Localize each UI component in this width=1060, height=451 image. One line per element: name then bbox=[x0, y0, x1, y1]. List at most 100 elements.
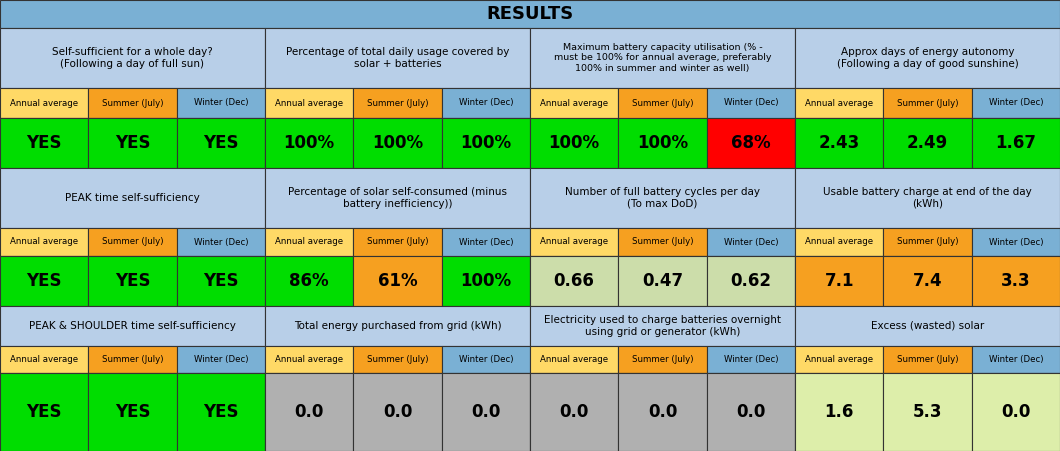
Bar bbox=[88, 228, 177, 256]
Bar bbox=[353, 373, 442, 451]
Text: RESULTS: RESULTS bbox=[487, 5, 573, 23]
Bar bbox=[265, 373, 530, 451]
Text: Winter (Dec): Winter (Dec) bbox=[989, 98, 1043, 107]
Bar bbox=[88, 346, 177, 373]
Bar bbox=[618, 88, 707, 118]
Bar bbox=[618, 118, 707, 168]
Bar bbox=[972, 228, 1060, 256]
Bar bbox=[707, 256, 795, 306]
Bar bbox=[265, 118, 353, 168]
Bar bbox=[265, 373, 353, 451]
Text: 2.43: 2.43 bbox=[818, 134, 860, 152]
Text: Winter (Dec): Winter (Dec) bbox=[459, 355, 513, 364]
Text: 5.3: 5.3 bbox=[913, 403, 942, 421]
Text: YES: YES bbox=[114, 134, 151, 152]
Bar bbox=[972, 118, 1060, 168]
Bar bbox=[707, 88, 795, 118]
Bar bbox=[707, 373, 795, 451]
Text: Self-sufficient for a whole day?
(Following a day of full sun): Self-sufficient for a whole day? (Follow… bbox=[52, 47, 213, 69]
Bar bbox=[0, 118, 88, 168]
Text: Annual average: Annual average bbox=[806, 98, 873, 107]
Text: YES: YES bbox=[26, 272, 61, 290]
Bar bbox=[442, 88, 530, 118]
Text: Annual average: Annual average bbox=[541, 238, 608, 247]
Text: Annual average: Annual average bbox=[276, 355, 343, 364]
Bar bbox=[707, 346, 795, 373]
Bar bbox=[972, 346, 1060, 373]
Bar bbox=[883, 373, 972, 451]
Text: 100%: 100% bbox=[460, 134, 511, 152]
Text: 0.0: 0.0 bbox=[560, 403, 589, 421]
Text: PEAK & SHOULDER time self-sufficiency: PEAK & SHOULDER time self-sufficiency bbox=[29, 321, 236, 331]
Text: YES: YES bbox=[114, 403, 151, 421]
Text: Annual average: Annual average bbox=[276, 98, 343, 107]
Text: 1.6: 1.6 bbox=[825, 403, 854, 421]
Text: Approx days of energy autonomy
(Following a day of good sunshine): Approx days of energy autonomy (Followin… bbox=[836, 47, 1019, 69]
Text: 2.49: 2.49 bbox=[907, 134, 948, 152]
Bar bbox=[0, 373, 265, 451]
Text: Winter (Dec): Winter (Dec) bbox=[194, 98, 248, 107]
Text: 7.1: 7.1 bbox=[825, 272, 854, 290]
Text: Summer (July): Summer (July) bbox=[367, 355, 428, 364]
Text: 7.4: 7.4 bbox=[913, 272, 942, 290]
Text: Summer (July): Summer (July) bbox=[367, 238, 428, 247]
Text: 100%: 100% bbox=[460, 272, 511, 290]
Bar bbox=[795, 306, 1060, 346]
Bar bbox=[0, 373, 88, 451]
Bar bbox=[353, 118, 442, 168]
Bar bbox=[0, 118, 265, 168]
Text: 0.0: 0.0 bbox=[383, 403, 412, 421]
Bar bbox=[0, 28, 265, 88]
Text: Winter (Dec): Winter (Dec) bbox=[459, 238, 513, 247]
Bar bbox=[88, 256, 177, 306]
Bar bbox=[353, 228, 442, 256]
Text: YES: YES bbox=[204, 134, 238, 152]
Text: YES: YES bbox=[204, 403, 238, 421]
Text: Annual average: Annual average bbox=[541, 98, 608, 107]
Bar bbox=[530, 88, 618, 118]
Text: 0.0: 0.0 bbox=[471, 403, 500, 421]
Text: 0.0: 0.0 bbox=[295, 403, 324, 421]
Bar bbox=[177, 88, 265, 118]
Bar bbox=[795, 256, 1060, 306]
Text: 0.0: 0.0 bbox=[1001, 403, 1030, 421]
Text: Winter (Dec): Winter (Dec) bbox=[989, 238, 1043, 247]
Text: Annual average: Annual average bbox=[806, 238, 873, 247]
Bar bbox=[530, 168, 795, 228]
Text: Maximum battery capacity utilisation (% -
must be 100% for annual average, prefe: Maximum battery capacity utilisation (% … bbox=[553, 43, 772, 73]
Bar bbox=[265, 88, 353, 118]
Text: 100%: 100% bbox=[284, 134, 335, 152]
Bar bbox=[442, 118, 530, 168]
Text: Percentage of total daily usage covered by
solar + batteries: Percentage of total daily usage covered … bbox=[286, 47, 509, 69]
Text: Summer (July): Summer (July) bbox=[102, 98, 163, 107]
Bar bbox=[265, 228, 353, 256]
Bar bbox=[177, 118, 265, 168]
Text: Excess (wasted) solar: Excess (wasted) solar bbox=[871, 321, 984, 331]
Text: Winter (Dec): Winter (Dec) bbox=[194, 238, 248, 247]
Text: 100%: 100% bbox=[549, 134, 600, 152]
Bar bbox=[795, 28, 1060, 88]
Bar bbox=[530, 373, 618, 451]
Bar bbox=[265, 306, 530, 346]
Text: Summer (July): Summer (July) bbox=[632, 98, 693, 107]
Bar bbox=[88, 118, 177, 168]
Bar bbox=[883, 118, 972, 168]
Text: Winter (Dec): Winter (Dec) bbox=[724, 238, 778, 247]
Bar bbox=[0, 306, 265, 346]
Bar bbox=[177, 228, 265, 256]
Bar bbox=[795, 373, 1060, 451]
Text: 100%: 100% bbox=[637, 134, 688, 152]
Bar bbox=[883, 256, 972, 306]
Bar bbox=[883, 228, 972, 256]
Text: Winter (Dec): Winter (Dec) bbox=[724, 98, 778, 107]
Bar bbox=[0, 256, 265, 306]
Bar bbox=[795, 118, 1060, 168]
Text: 61%: 61% bbox=[377, 272, 418, 290]
Bar bbox=[265, 168, 530, 228]
Text: Annual average: Annual average bbox=[541, 355, 608, 364]
Bar bbox=[972, 256, 1060, 306]
Text: Electricity used to charge batteries overnight
using grid or generator (kWh): Electricity used to charge batteries ove… bbox=[544, 315, 781, 337]
Text: Total energy purchased from grid (kWh): Total energy purchased from grid (kWh) bbox=[294, 321, 501, 331]
Text: 100%: 100% bbox=[372, 134, 423, 152]
Bar bbox=[353, 256, 442, 306]
